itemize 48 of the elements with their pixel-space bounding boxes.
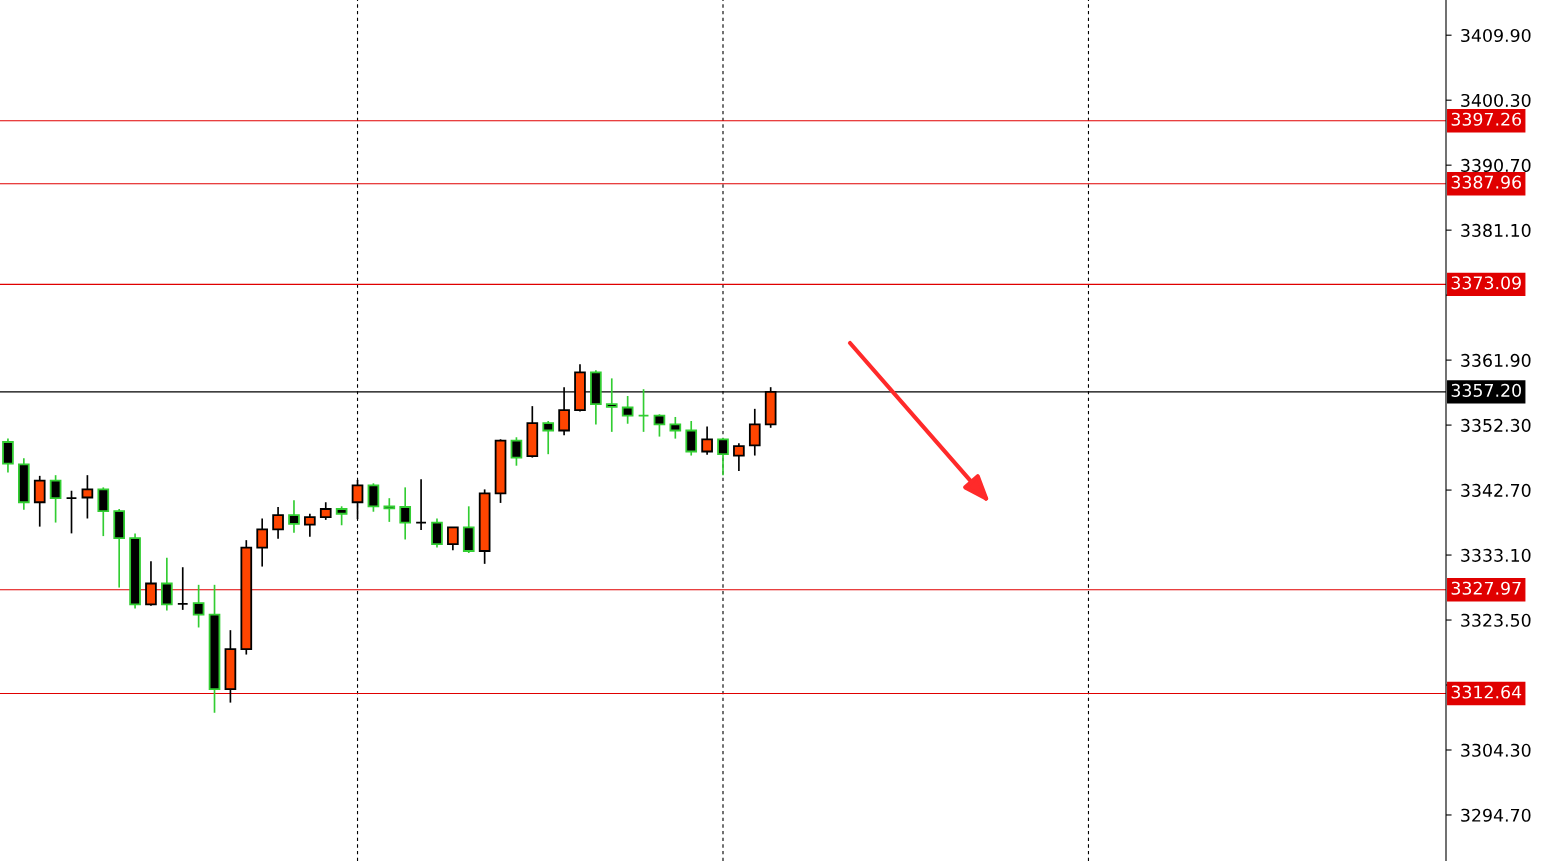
candlestick (272, 506, 284, 540)
y-tick-label: 3381.10 (1461, 223, 1531, 237)
y-tick-label: 3361.90 (1461, 353, 1531, 367)
candlestick (733, 442, 745, 472)
candlestick (161, 556, 173, 612)
candlestick (367, 482, 380, 513)
candlestick (335, 505, 348, 527)
candlestick (415, 478, 427, 531)
ref-line-label: 3373.09 (1451, 276, 1521, 290)
candlestick (33, 475, 46, 528)
candlestick (192, 583, 205, 629)
candlestick (748, 408, 761, 457)
ref-line-label: 3397.26 (1451, 112, 1522, 126)
candlestick (637, 388, 650, 433)
candlestick (65, 489, 78, 535)
y-tick-label: 3342.70 (1461, 483, 1531, 497)
candlestick (462, 505, 475, 554)
y-tick-label: 3323.50 (1461, 613, 1531, 627)
ref-line-label: 3327.97 (1451, 581, 1521, 595)
candlestick (97, 486, 110, 537)
y-tick-label: 3304.30 (1461, 743, 1531, 757)
y-tick-label: 3333.10 (1461, 548, 1531, 562)
candlestick (81, 474, 94, 520)
candlestick (653, 413, 666, 438)
candlestick (685, 420, 698, 457)
candlestick (2, 437, 14, 474)
candlestick (256, 517, 269, 568)
candlestick (542, 420, 555, 456)
ref-line-label: 3312.64 (1451, 685, 1522, 699)
candlestick (447, 526, 459, 552)
candlestick (431, 517, 443, 549)
candlestick (510, 436, 523, 467)
candlestick (383, 497, 396, 523)
y-tick-label: 3294.70 (1461, 808, 1531, 822)
ref-line-label: 3357.20 (1451, 383, 1521, 397)
candlestick (304, 512, 316, 538)
candlestick (176, 566, 189, 611)
y-tick-label: 3409.90 (1461, 28, 1531, 43)
candlestick (701, 425, 713, 456)
candlestick (399, 486, 412, 541)
y-tick-label: 3390.70 (1461, 158, 1531, 172)
candlestick (145, 560, 157, 607)
y-tick-label: 3400.30 (1461, 93, 1531, 108)
candlestick (288, 499, 300, 534)
candlestick (49, 474, 62, 524)
candlestick (621, 395, 634, 425)
y-tick-label: 3352.30 (1461, 418, 1531, 432)
ref-line-label: 3387.96 (1451, 175, 1522, 189)
